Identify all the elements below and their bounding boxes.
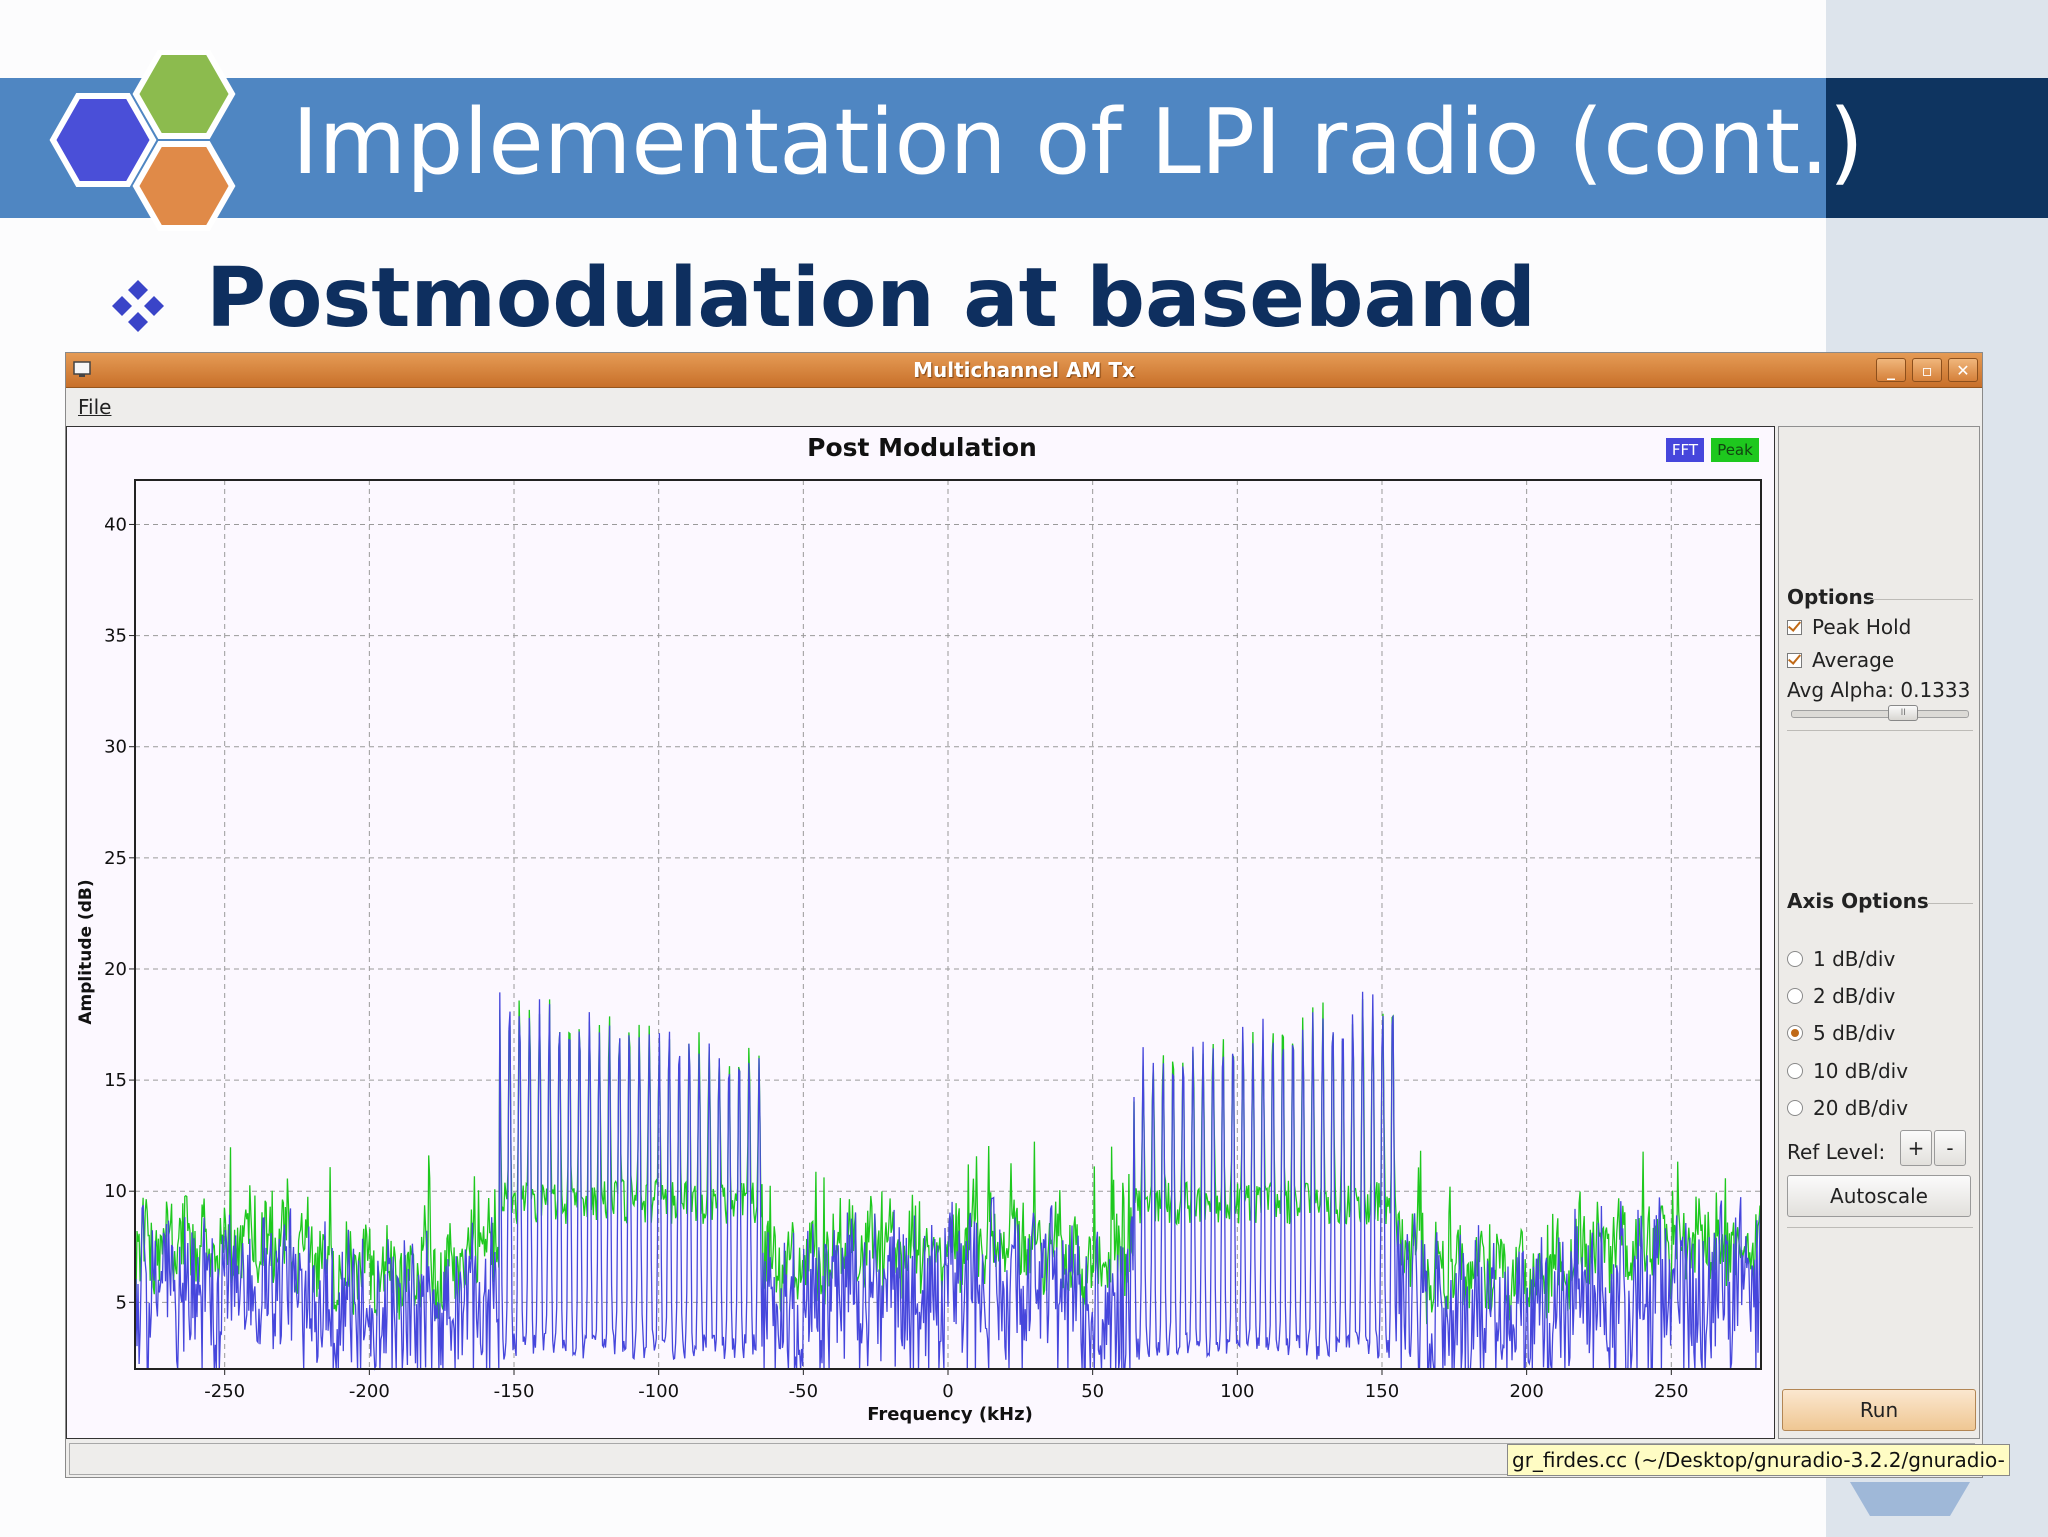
statusbar: gr_firdes.cc (~/Desktop/gnuradio-3.2.2/g…	[66, 1441, 2010, 1477]
y-tick-label: 20	[104, 959, 127, 980]
x-tick-label: 0	[942, 1381, 953, 1402]
avg-alpha-slider[interactable]	[1791, 710, 1969, 718]
radio-10db-label: 10 dB/div	[1813, 1059, 1909, 1083]
legend-fft-swatch	[1666, 438, 1704, 462]
legend-fft-label: FFT	[1672, 441, 1699, 459]
ref-level-label: Ref Level:	[1787, 1140, 1886, 1164]
slide-right-dark-block	[1826, 78, 2048, 218]
maximize-button[interactable]: ▫	[1912, 358, 1942, 382]
peak-hold-checkbox[interactable]: Peak Hold	[1787, 615, 1911, 639]
peak-hold-check-icon[interactable]	[1787, 619, 1802, 635]
window-title: Multichannel AM Tx	[913, 358, 1135, 382]
radio-10db[interactable]: 10 dB/div	[1787, 1059, 1908, 1083]
options-title: Options	[1787, 585, 1875, 609]
side-panel: Options Peak Hold Average Avg Alpha: 0.1…	[1778, 426, 1980, 1439]
radio-1db-label: 1 dB/div	[1813, 947, 1896, 971]
radio-20db[interactable]: 20 dB/div	[1787, 1096, 1908, 1120]
x-tick-label: -250	[204, 1381, 245, 1402]
run-button[interactable]: Run	[1782, 1389, 1976, 1431]
chart-title: Post Modulation	[807, 433, 1037, 462]
axis-options-divider	[1927, 903, 1973, 904]
peak-hold-label: Peak Hold	[1812, 615, 1912, 639]
x-tick-label: 100	[1220, 1381, 1254, 1402]
autoscale-button[interactable]: Autoscale	[1787, 1175, 1971, 1217]
radio-2db-icon[interactable]	[1787, 988, 1803, 1004]
axis-options-title: Axis Options	[1787, 889, 1929, 913]
app-window: Multichannel AM Tx _ ▫ ✕ File Post Modul…	[65, 352, 2010, 1478]
diamond-bullet-icon	[112, 280, 164, 332]
legend-peak-swatch	[1711, 438, 1759, 462]
x-tick-label: 250	[1654, 1381, 1688, 1402]
x-tick-label: -50	[789, 1381, 818, 1402]
radio-5db-label: 5 dB/div	[1813, 1021, 1896, 1045]
title-banner	[0, 78, 1826, 218]
average-label: Average	[1812, 648, 1895, 672]
radio-20db-label: 20 dB/div	[1813, 1096, 1909, 1120]
x-tick-label: 150	[1365, 1381, 1399, 1402]
radio-1db-icon[interactable]	[1787, 951, 1803, 967]
hexagon-logo	[49, 50, 236, 231]
avg-alpha-label: Avg Alpha: 0.1333	[1787, 678, 1971, 702]
y-tick-label: 5	[116, 1292, 127, 1313]
close-button[interactable]: ✕	[1948, 358, 1978, 382]
y-tick-label: 15	[104, 1070, 127, 1091]
minimize-button[interactable]: _	[1876, 358, 1906, 382]
x-tick-label: -150	[494, 1381, 535, 1402]
y-tick-label: 40	[104, 514, 127, 535]
options-divider	[1869, 599, 1973, 600]
radio-5db[interactable]: 5 dB/div	[1787, 1021, 1895, 1045]
x-tick-label: -100	[638, 1381, 679, 1402]
y-axis-label: Amplitude (dB)	[76, 879, 96, 1024]
x-tick-label: 50	[1081, 1381, 1104, 1402]
y-tick-label: 30	[104, 737, 127, 758]
legend-peak-label: Peak	[1717, 441, 1753, 459]
status-field: gr_firdes.cc (~/Desktop/gnuradio-3.2.2/g…	[69, 1443, 2010, 1476]
options-bottom-divider	[1787, 730, 1973, 731]
radio-1db[interactable]: 1 dB/div	[1787, 947, 1895, 971]
ref-level-minus-button[interactable]: -	[1934, 1130, 1966, 1166]
slide-subtitle: Postmodulation at baseband	[206, 251, 1536, 346]
radio-5db-selected-icon[interactable]	[1787, 1025, 1803, 1041]
spectrum-chart: Post Modulation FFT Peak Amplitude (dB) …	[67, 427, 1774, 1438]
x-axis-label: Frequency (kHz)	[867, 1404, 1033, 1425]
radio-2db[interactable]: 2 dB/div	[1787, 984, 1895, 1008]
ref-level-plus-button[interactable]: +	[1900, 1130, 1932, 1166]
average-check-icon[interactable]	[1787, 652, 1802, 668]
y-tick-label: 25	[104, 848, 127, 869]
window-titlebar[interactable]: Multichannel AM Tx _ ▫ ✕	[66, 353, 1982, 388]
menubar: File	[66, 387, 1982, 423]
average-checkbox[interactable]: Average	[1787, 648, 1894, 672]
radio-10db-icon[interactable]	[1787, 1063, 1803, 1079]
menu-file[interactable]: File	[78, 395, 111, 419]
slide-title: Implementation of LPI radio (cont.)	[292, 90, 1864, 195]
y-tick-label: 10	[104, 1181, 127, 1202]
radio-2db-label: 2 dB/div	[1813, 984, 1896, 1008]
axis-options-bottom-divider	[1787, 1227, 1973, 1228]
radio-20db-icon[interactable]	[1787, 1100, 1803, 1116]
y-tick-label: 35	[104, 626, 127, 647]
window-menu-icon[interactable]	[72, 359, 92, 379]
menu-file-label: File	[78, 395, 112, 419]
series-line-fft	[134, 991, 1762, 1371]
plot-area: Post Modulation FFT Peak Amplitude (dB) …	[66, 426, 1775, 1439]
avg-alpha-slider-handle[interactable]: II	[1888, 705, 1919, 721]
x-tick-label: -200	[349, 1381, 390, 1402]
bottom-decoration	[1850, 1482, 1970, 1516]
x-tick-label: 200	[1509, 1381, 1543, 1402]
file-tooltip: gr_firdes.cc (~/Desktop/gnuradio-3.2.2/g…	[1507, 1444, 2010, 1476]
